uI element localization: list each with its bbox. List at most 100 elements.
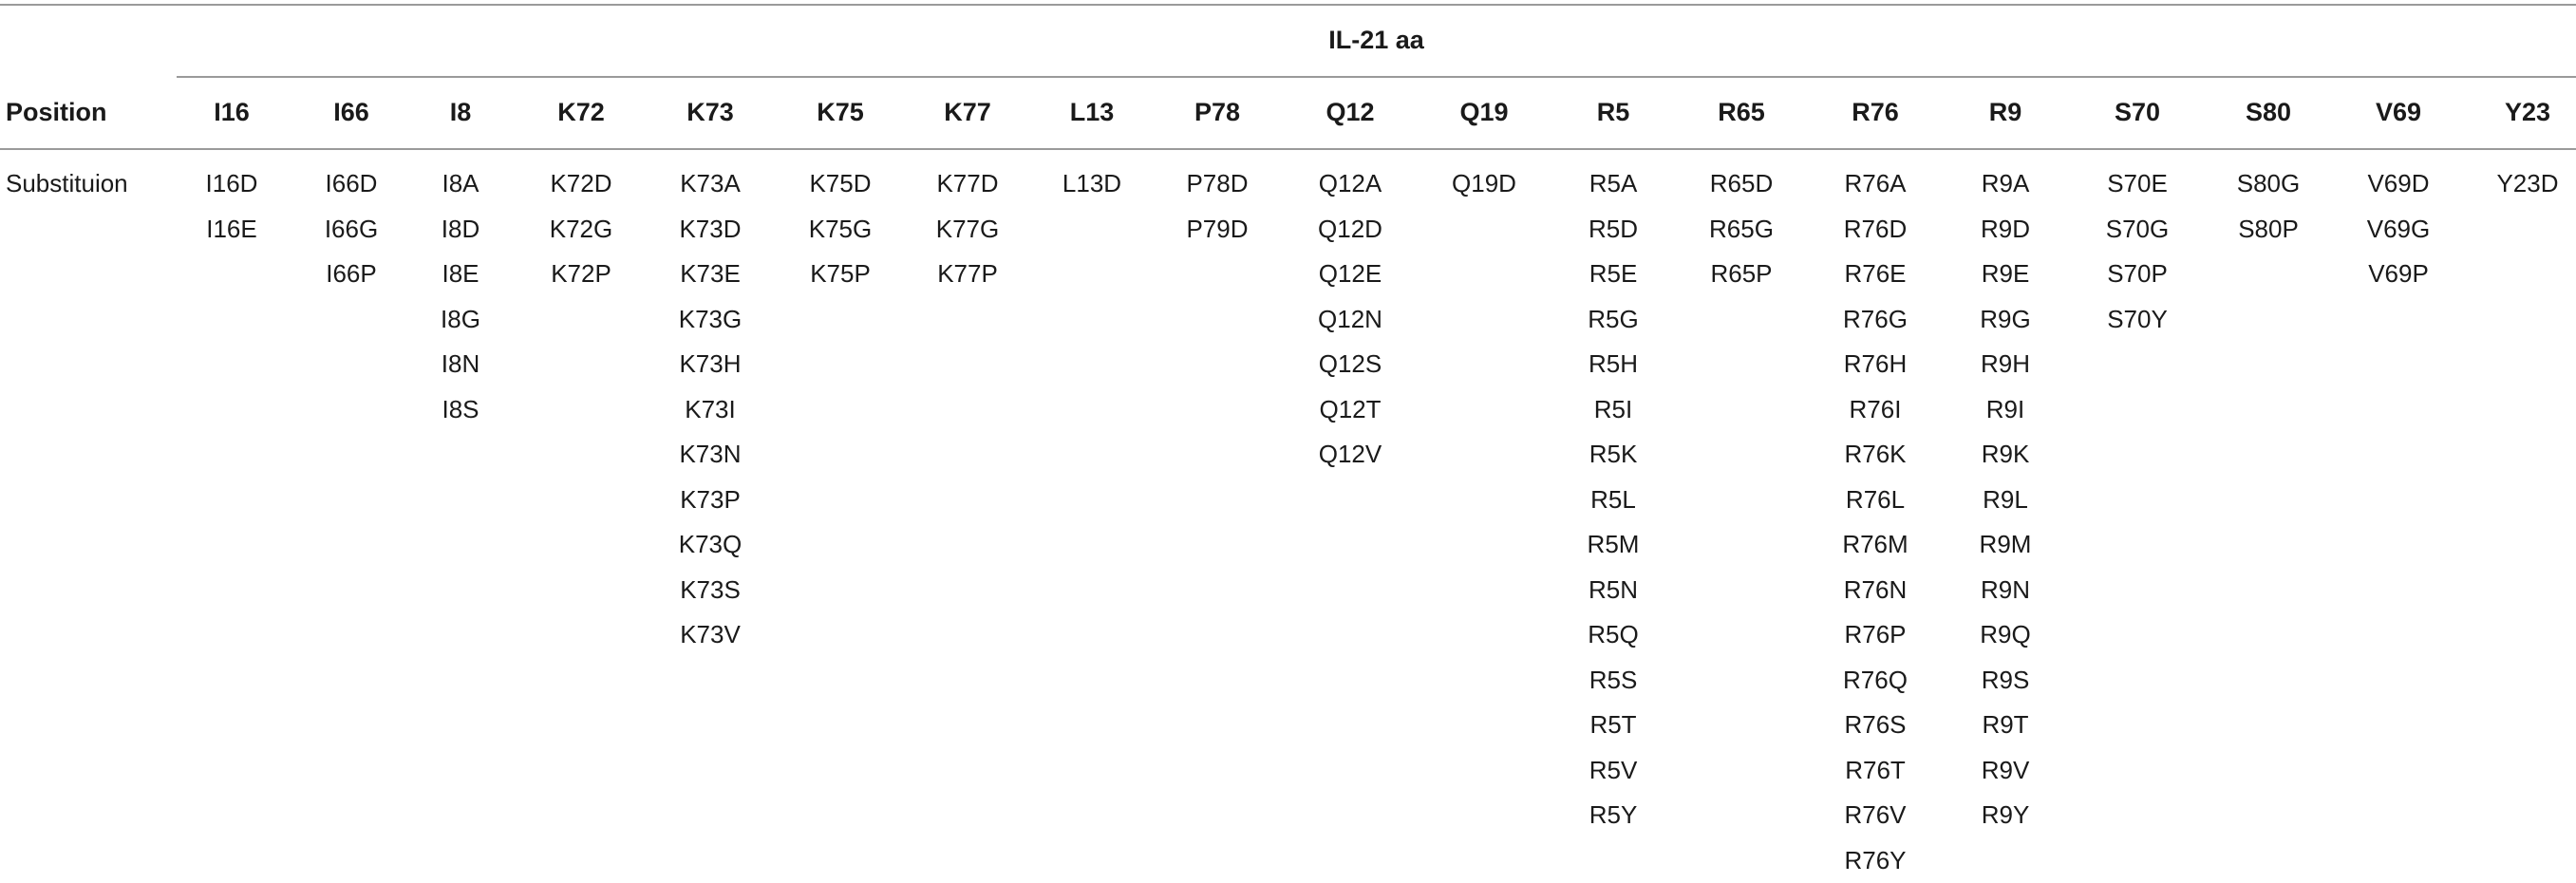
- substitution-value: I8E: [399, 252, 522, 297]
- substitution-value: R76M: [1814, 522, 1937, 568]
- substitution-value: R76P: [1814, 612, 1937, 658]
- substitution-value: K73I: [649, 387, 772, 433]
- substitution-value: K73N: [649, 432, 772, 478]
- substitution-value: R5I: [1551, 387, 1675, 433]
- substitution-value: L13D: [1030, 161, 1154, 207]
- substitution-value: V69D: [2337, 161, 2460, 207]
- column-header-r5: R5: [1556, 76, 1670, 148]
- substitution-value: R76S: [1814, 703, 1937, 748]
- substitution-value: I8N: [399, 342, 522, 387]
- substitution-value: K75D: [779, 161, 902, 207]
- substitution-value: K73P: [649, 478, 772, 523]
- substitution-value: Q12E: [1288, 252, 1412, 297]
- substitution-value: Y23D: [2466, 161, 2576, 207]
- column-cell-q19: Q19D: [1422, 161, 1546, 207]
- substitution-value: S70Y: [2076, 297, 2199, 343]
- substitution-value: K73S: [649, 568, 772, 613]
- substitution-value: K72G: [519, 207, 643, 253]
- substitution-value: R76V: [1814, 793, 1937, 838]
- substitution-value: Q12S: [1288, 342, 1412, 387]
- column-header-q19: Q19: [1427, 76, 1541, 148]
- substitution-value: R5E: [1551, 252, 1675, 297]
- substitution-value: S70E: [2076, 161, 2199, 207]
- substitution-value: R5G: [1551, 297, 1675, 343]
- column-header-p78: P78: [1160, 76, 1274, 148]
- substitution-value: R5Y: [1551, 793, 1675, 838]
- substitution-value: R5L: [1551, 478, 1675, 523]
- substitution-value: K73Q: [649, 522, 772, 568]
- substitution-value: R5S: [1551, 658, 1675, 704]
- column-header-k77: K77: [911, 76, 1025, 148]
- substitution-value: R65G: [1680, 207, 1803, 253]
- column-header-i66: I66: [294, 76, 408, 148]
- substitution-value: R9E: [1944, 252, 2067, 297]
- substitution-value: Q12V: [1288, 432, 1412, 478]
- substitution-value: R9V: [1944, 748, 2067, 794]
- substitution-value: R9A: [1944, 161, 2067, 207]
- substitution-value: R5Q: [1551, 612, 1675, 658]
- substitution-value: R9T: [1944, 703, 2067, 748]
- table-top-rule: [0, 4, 2576, 6]
- column-header-i8: I8: [404, 76, 517, 148]
- substitution-value: K73E: [649, 252, 772, 297]
- substitution-value: V69P: [2337, 252, 2460, 297]
- substitution-value: R76G: [1814, 297, 1937, 343]
- substitution-value: R5K: [1551, 432, 1675, 478]
- column-header-k72: K72: [524, 76, 638, 148]
- substitution-value: R9N: [1944, 568, 2067, 613]
- column-header-y23: Y23: [2471, 76, 2576, 148]
- substitution-value: S70P: [2076, 252, 2199, 297]
- substitution-value: R5N: [1551, 568, 1675, 613]
- substitution-value: Q12D: [1288, 207, 1412, 253]
- substitution-value: R9K: [1944, 432, 2067, 478]
- substitution-value: R9I: [1944, 387, 2067, 433]
- substitution-value: Q19D: [1422, 161, 1546, 207]
- substitution-value: R5M: [1551, 522, 1675, 568]
- substitution-value: Q12A: [1288, 161, 1412, 207]
- column-header-r65: R65: [1684, 76, 1798, 148]
- substitution-value: R9D: [1944, 207, 2067, 253]
- substitution-value: R9Y: [1944, 793, 2067, 838]
- substitution-value: K73V: [649, 612, 772, 658]
- substitution-value: R9H: [1944, 342, 2067, 387]
- substitution-value: R76K: [1814, 432, 1937, 478]
- column-header-k75: K75: [783, 76, 897, 148]
- substitution-value: R76Q: [1814, 658, 1937, 704]
- substitution-value: R5T: [1551, 703, 1675, 748]
- substitution-value: P79D: [1156, 207, 1279, 253]
- substitution-value: R5A: [1551, 161, 1675, 207]
- substitution-value: Q12N: [1288, 297, 1412, 343]
- substitution-value: R76T: [1814, 748, 1937, 794]
- substitution-value: K77G: [906, 207, 1029, 253]
- substitution-value: R76Y: [1814, 838, 1937, 883]
- substitution-value: R76D: [1814, 207, 1937, 253]
- substitution-value: R76E: [1814, 252, 1937, 297]
- substitution-row-label: Substituion: [6, 161, 128, 207]
- substitution-value: R76N: [1814, 568, 1937, 613]
- column-header-q12: Q12: [1293, 76, 1407, 148]
- substitution-value: R5H: [1551, 342, 1675, 387]
- substitution-value: R76A: [1814, 161, 1937, 207]
- substitution-value: R9L: [1944, 478, 2067, 523]
- substitution-value: I8G: [399, 297, 522, 343]
- substitution-value: Q12T: [1288, 387, 1412, 433]
- position-header: Position: [6, 76, 107, 148]
- substitution-value: P78D: [1156, 161, 1279, 207]
- substitution-value: R76H: [1814, 342, 1937, 387]
- substitution-value: R5V: [1551, 748, 1675, 794]
- substitution-value: R76L: [1814, 478, 1937, 523]
- column-header-r9: R9: [1948, 76, 2062, 148]
